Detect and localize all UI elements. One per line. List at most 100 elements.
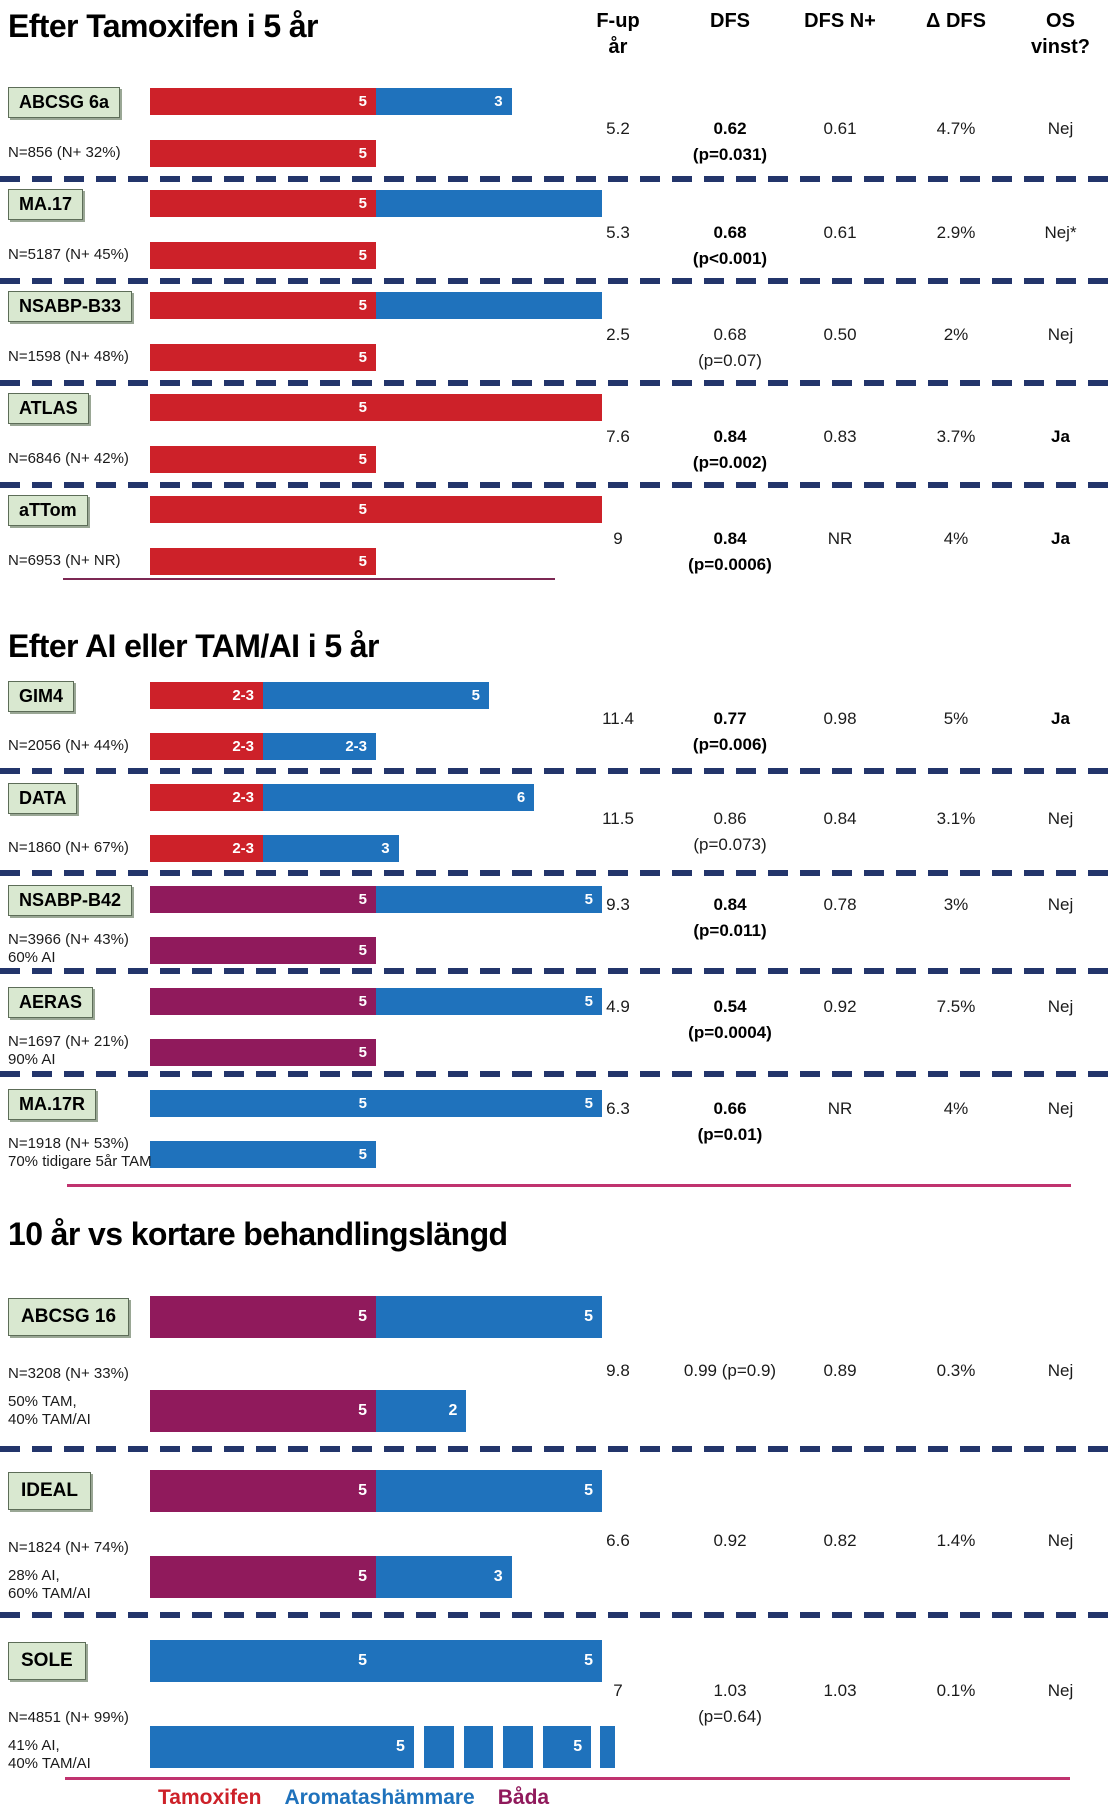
trial-sublabel: N=4851 (N+ 99%) <box>8 1709 129 1726</box>
bar-segment-label: 5 <box>358 891 367 908</box>
trial-sublabel: 70% tidigare 5år TAM <box>8 1153 152 1170</box>
bar-segment-ai: 5 <box>376 1296 602 1338</box>
treatment-bar-experimental: 5 <box>150 292 602 319</box>
section3-title: 10 år vs kortare behandlingslängd <box>8 1216 508 1252</box>
stat-dfs: 0.92 <box>680 1530 780 1552</box>
bar-segment-both: 5 <box>150 1296 376 1338</box>
treatment-bar-control: 5 <box>150 937 376 964</box>
bar-segment-ai <box>423 1726 454 1768</box>
section-bottom-rule <box>65 1777 1070 1780</box>
treatment-bar-experimental: 5 <box>150 394 602 421</box>
trial-label-abcsg-16: ABCSG 16 <box>8 1298 130 1336</box>
trial-sublabel: N=1697 (N+ 21%) <box>8 1033 129 1050</box>
stat-dfs-value: 0.54 <box>713 997 747 1016</box>
bar-segment-tam: 5 <box>150 548 376 575</box>
bar-segment-label: 3 <box>493 1568 503 1585</box>
stat-followup: 9 <box>613 529 623 548</box>
stat-dfs-value: 0.68 <box>713 325 747 344</box>
stat-os-benefit: Nej <box>1047 1099 1074 1118</box>
bar-segment-tam: 2-3 <box>150 682 263 709</box>
trial-sublabel: N=6953 (N+ NR) <box>8 552 121 569</box>
column-header-os: OS vinst? <box>1031 10 1090 58</box>
stat-dfs-pvalue: (p=0.006) <box>692 735 768 754</box>
section1-title: Efter Tamoxifen i 5 år <box>8 8 318 44</box>
trial-label-ma-17: MA.17 <box>8 188 84 220</box>
stat-dfs-value: 0.86 <box>713 809 747 828</box>
bar-segment-label: 2-3 <box>232 789 254 806</box>
stat-dfs: 0.84 (p=0.002) <box>680 426 780 474</box>
trial-label-nsabp-b42: NSABP-B42 <box>8 884 133 916</box>
trial-sublabel: N=856 (N+ 32%) <box>8 144 121 161</box>
separator-dashed-line <box>0 278 1109 284</box>
stat-dfs: 0.77 (p=0.006) <box>680 708 780 756</box>
separator-dashed-line <box>0 380 1109 386</box>
trial-stats: 9.8 0.99 (p=0.9) 0.89 0.3% Nej <box>556 1360 1109 1382</box>
stat-dfs-value: 0.99 (p=0.9) <box>683 1361 777 1380</box>
trial-stats: 4.9 0.54 (p=0.0004) 0.92 7.5% Nej <box>556 996 1109 1044</box>
bar-segment-ai: 5 <box>150 1141 376 1168</box>
bar-segment-tam: 5 <box>150 88 376 115</box>
trial-sublabel: 40% TAM/AI <box>8 1755 91 1772</box>
trial-stats: 9.3 0.84 (p=0.011) 0.78 3% Nej <box>556 894 1109 942</box>
bar-segment-tam: 5 <box>150 140 376 167</box>
stat-dfs-pvalue: (p=0.002) <box>692 453 768 472</box>
bar-segment-tam: 5 <box>150 292 376 319</box>
bar-segment-tam: 5 <box>150 394 376 421</box>
bar-gap <box>454 1726 464 1768</box>
bar-segment-label: 5 <box>358 247 367 264</box>
bar-segment-tam <box>376 394 602 421</box>
stat-delta-dfs: 0.3% <box>936 1361 976 1380</box>
bar-segment-label: 5 <box>358 297 367 314</box>
bar-segment-ai: 5 <box>543 1726 592 1768</box>
stat-dfs-value: 0.66 <box>713 1099 747 1118</box>
stat-dfs-nplus: 0.83 <box>823 427 857 446</box>
trial-sublabel: N=3208 (N+ 33%) <box>8 1365 129 1382</box>
stat-dfs: 0.66 (p=0.01) <box>680 1098 780 1146</box>
legend-bada: Båda <box>497 1786 550 1809</box>
stat-followup: 5.3 <box>606 223 630 242</box>
bar-segment-ai: 5 <box>376 1640 602 1682</box>
bar-segment-tam: 5 <box>150 190 376 217</box>
legend-aromatashammare: Aromatashämmare <box>284 1786 475 1809</box>
bar-segment-ai <box>376 190 602 217</box>
stat-followup: 11.5 <box>602 809 634 828</box>
bar-segment-label: 5 <box>358 1308 367 1325</box>
trial-stats: 7.6 0.84 (p=0.002) 0.83 3.7% Ja <box>556 426 1109 474</box>
column-headers: F-up år DFS DFS N+ Δ DFS OS vinst? <box>556 8 1109 60</box>
bar-segment-label: 5 <box>573 1738 583 1755</box>
trial-stats: 5.2 0.62 (p=0.031) 0.61 4.7% Nej <box>556 118 1109 166</box>
bar-segment-both: 5 <box>150 1039 376 1066</box>
column-header-dfs-nplus: DFS N+ <box>804 10 876 32</box>
bar-segment-label: 5 <box>471 687 480 704</box>
stat-delta-dfs: 1.4% <box>936 1531 976 1550</box>
stat-dfs-nplus: 0.82 <box>823 1531 857 1550</box>
stat-delta-dfs: 4% <box>943 1099 969 1118</box>
bar-segment-tam: 5 <box>150 496 376 523</box>
trial-label-attom: aTTom <box>8 494 88 526</box>
bar-segment-both: 5 <box>150 937 376 964</box>
trial-label-nsabp-b33: NSABP-B33 <box>8 290 133 322</box>
stat-followup: 7.6 <box>606 427 630 446</box>
trial-sublabel: N=1918 (N+ 53%) <box>8 1135 129 1152</box>
stat-os-benefit: Nej <box>1047 1681 1074 1700</box>
separator-dashed-line <box>0 482 1109 488</box>
bar-segment-label: 5 <box>358 501 367 518</box>
stat-dfs-nplus: 0.78 <box>823 895 857 914</box>
treatment-bar-control: 5 <box>150 1141 376 1168</box>
stat-dfs-nplus: 0.61 <box>823 119 857 138</box>
stat-dfs-nplus: NR <box>827 1099 853 1118</box>
stat-dfs-value: 0.84 <box>713 529 747 548</box>
treatment-bar-experimental: 2-3 6 <box>150 784 535 811</box>
treatment-bar-control: 5 <box>150 344 376 371</box>
bar-segment-tam: 2-3 <box>150 835 263 862</box>
stat-os-benefit: Nej <box>1047 895 1074 914</box>
stat-followup: 9.3 <box>606 895 630 914</box>
stat-os-benefit: Nej <box>1047 325 1074 344</box>
bar-segment-ai: 5 <box>376 1090 602 1117</box>
bar-segment-ai: 3 <box>263 835 399 862</box>
trial-sublabel: 40% TAM/AI <box>8 1411 91 1428</box>
trial-sublabel: 90% AI <box>8 1051 56 1068</box>
column-header-followup: F-up år <box>596 10 640 58</box>
